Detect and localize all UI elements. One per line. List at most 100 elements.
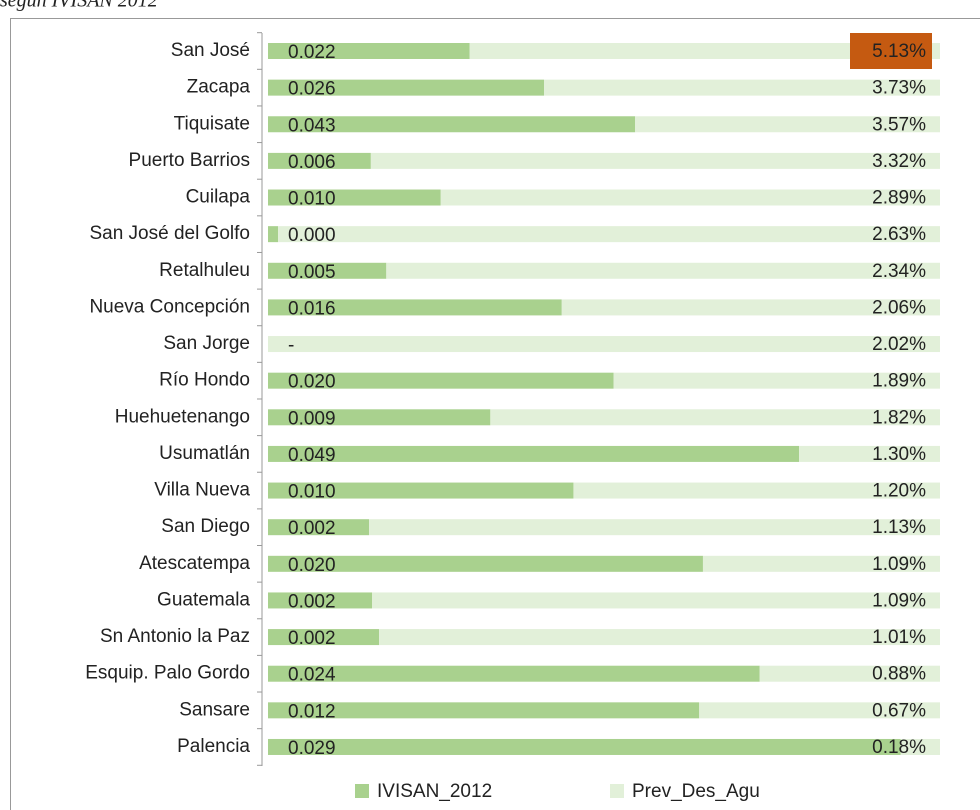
- data-label: 1.89%: [872, 371, 926, 392]
- data-label: 0.000: [288, 225, 336, 246]
- data-label: 2.89%: [872, 188, 926, 209]
- y-tick-label: Puerto Barrios: [129, 150, 250, 171]
- data-label: 0.67%: [872, 700, 926, 721]
- bar-segment: [699, 702, 940, 719]
- data-label: 0.006: [288, 152, 336, 173]
- y-tick-label: Tiquisate: [174, 113, 250, 134]
- bar-segment: [268, 445, 800, 462]
- data-label: 1.20%: [872, 481, 926, 502]
- y-tick-label: Huehuetenango: [115, 406, 250, 427]
- bar-segment: [759, 665, 940, 682]
- bar-segment: [268, 336, 940, 353]
- bar-segment: [278, 226, 941, 243]
- data-label: 0.024: [288, 665, 336, 686]
- data-label: 1.01%: [872, 627, 926, 648]
- bar-segment: [370, 152, 940, 169]
- bar-segment: [268, 152, 371, 169]
- y-tick-label: Sansare: [179, 699, 250, 720]
- bar-segment: [268, 409, 491, 426]
- data-label: 1.82%: [872, 407, 926, 428]
- data-label: 0.002: [288, 628, 336, 649]
- bar-segment: [561, 299, 940, 316]
- bar-segment: [369, 519, 941, 536]
- data-label: 0.002: [288, 518, 336, 539]
- data-label: 0.005: [288, 262, 336, 283]
- data-label: 1.09%: [872, 590, 926, 611]
- bar-segment: [268, 189, 441, 206]
- data-label: -: [288, 335, 294, 356]
- y-tick-label: Esquip. Palo Gordo: [85, 663, 250, 684]
- legend-swatch: [355, 784, 369, 798]
- bar-segment: [573, 482, 940, 499]
- y-tick-label: Retalhuleu: [159, 260, 250, 281]
- data-label: 0.010: [288, 189, 336, 210]
- bar-segment: [268, 372, 614, 389]
- bar-segment: [268, 226, 279, 243]
- y-tick-label: Cuilapa: [186, 187, 251, 208]
- y-tick-label: San Jorge: [163, 333, 250, 354]
- y-tick-label: San Diego: [161, 516, 250, 537]
- y-tick-label: Guatemala: [157, 589, 250, 610]
- data-label: 0.020: [288, 555, 336, 576]
- y-tick-label: Sn Antonio la Paz: [100, 626, 250, 647]
- data-label: 0.029: [288, 738, 336, 759]
- data-label: 0.002: [288, 591, 336, 612]
- data-label: 0.020: [288, 372, 336, 393]
- bar-segment: [268, 116, 636, 133]
- data-label: 2.06%: [872, 297, 926, 318]
- y-tick-label: Atescatempa: [139, 553, 250, 574]
- data-label: 1.09%: [872, 554, 926, 575]
- bar-segment: [440, 189, 940, 206]
- data-label: 0.026: [288, 79, 336, 100]
- y-tick-label: Palencia: [177, 736, 250, 757]
- y-tick-label: Villa Nueva: [154, 480, 250, 501]
- bar-segment: [799, 445, 940, 462]
- y-tick-label: San José: [171, 40, 250, 61]
- bar-segment: [268, 738, 901, 755]
- legend-label: IVISAN_2012: [377, 781, 492, 802]
- data-label: 0.18%: [872, 737, 926, 758]
- data-label: 0.88%: [872, 664, 926, 685]
- data-label: 0.009: [288, 408, 336, 429]
- data-label: 2.63%: [872, 224, 926, 245]
- bar-segment: [386, 262, 941, 279]
- bar-segment: [469, 43, 940, 59]
- data-label: 1.30%: [872, 444, 926, 465]
- bar-segment: [268, 43, 470, 59]
- bar-segment: [635, 116, 940, 133]
- y-tick-label: Río Hondo: [159, 370, 250, 391]
- bar-segment: [268, 702, 700, 719]
- data-label: 0.049: [288, 445, 336, 466]
- data-label: 3.32%: [872, 151, 926, 172]
- data-label: 3.57%: [872, 114, 926, 135]
- bar-segment: [613, 372, 940, 389]
- data-label: 0.012: [288, 701, 336, 722]
- bar-segment: [900, 738, 940, 755]
- legend-label: Prev_Des_Agu: [632, 781, 760, 802]
- label-highlight: [850, 33, 932, 69]
- y-tick-label: Zacapa: [187, 77, 251, 98]
- data-label: 0.010: [288, 482, 336, 503]
- bar-segment: [268, 665, 760, 682]
- chart-title: según IVISAN 2012: [0, 0, 158, 12]
- bar-segment: [544, 79, 940, 96]
- bar-segment: [268, 299, 562, 316]
- bar-segment: [268, 629, 380, 646]
- data-label: 3.73%: [872, 78, 926, 99]
- bar-segment: [702, 555, 940, 572]
- data-label: 1.13%: [872, 517, 926, 538]
- bar-segment: [379, 629, 941, 646]
- bar-segment: [268, 262, 387, 279]
- data-label: 2.34%: [872, 261, 926, 282]
- bar-segment: [268, 482, 574, 499]
- y-tick-label: Nueva Concepción: [89, 296, 250, 317]
- chart-frame: [10, 18, 980, 810]
- data-label: 0.016: [288, 298, 336, 319]
- data-label: 5.13%: [872, 41, 926, 62]
- bar-segment: [268, 519, 370, 536]
- y-tick-label: Usumatlán: [159, 443, 250, 464]
- bar-segment: [372, 592, 940, 609]
- bar-segment: [268, 79, 545, 96]
- data-label: 0.022: [288, 42, 336, 63]
